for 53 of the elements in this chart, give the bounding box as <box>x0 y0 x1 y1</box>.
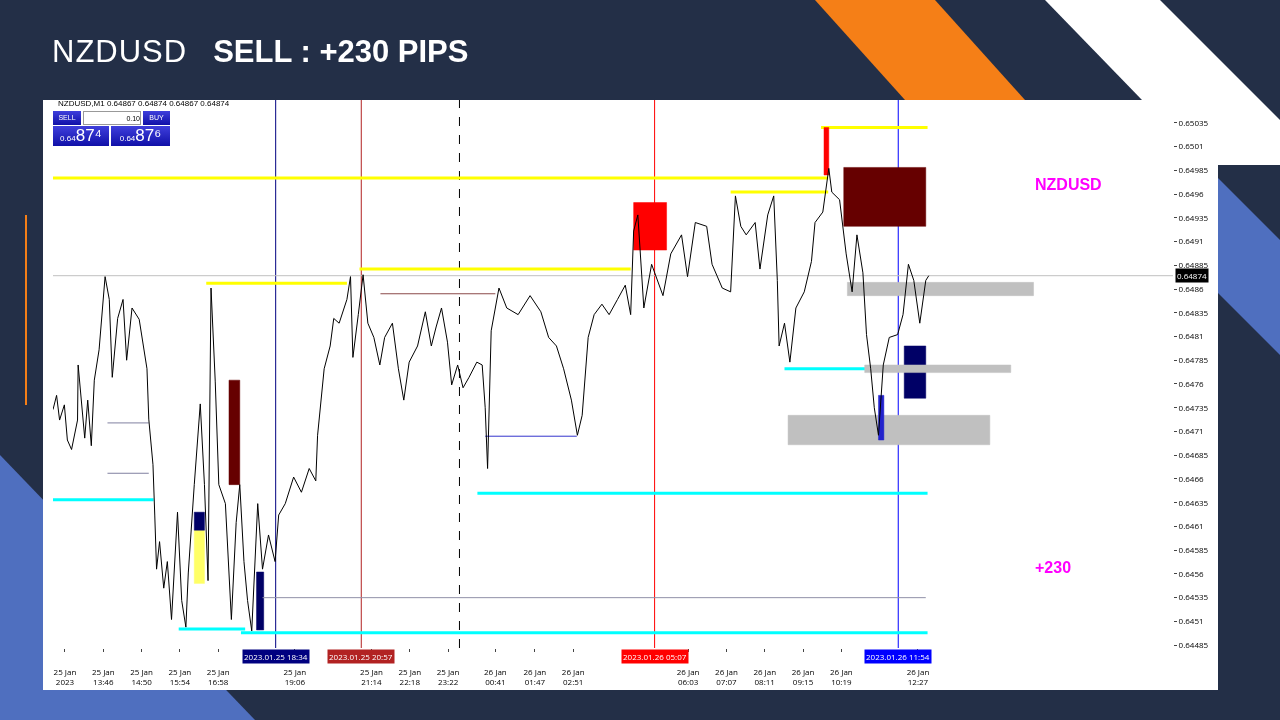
x-tick-label: 26 Jan 00:41 <box>484 665 507 687</box>
y-tick-label: 0.6461 <box>1178 520 1204 532</box>
y-tick-label: 0.64635 <box>1178 496 1209 508</box>
x-tick-label: 25 Jan 16:58 <box>206 665 230 687</box>
y-tick-label: 0.64685 <box>1178 449 1209 460</box>
y-tick-label: 0.64735 <box>1178 401 1209 413</box>
y-tick-label: 0.64885 <box>1178 259 1209 271</box>
y-tick-label: 0.64785 <box>1178 354 1209 366</box>
chart-title: NZDUSD <box>52 34 188 70</box>
y-tick-label: 0.6486 <box>1178 282 1204 294</box>
x-tick-label: 25 Jan 22:18 <box>398 665 422 687</box>
y-tick-label: 0.6456 <box>1178 567 1204 579</box>
x-tick-label: 25 Jan 15:54 <box>168 665 192 687</box>
x-tick-label: 26 Jan 08:11 <box>753 665 777 687</box>
y-tick-label: 0.6476 <box>1178 377 1204 389</box>
x-tick-label: 25 Jan 2023 <box>53 665 77 687</box>
x-tick-label: 26 Jan 07:07 <box>715 665 738 687</box>
y-tick-label: 0.64985 <box>1178 164 1209 176</box>
y-tick-label: 0.6451 <box>1178 615 1204 627</box>
y-tick-label: 0.64535 <box>1178 591 1209 603</box>
x-tick-label: 26 Jan 09:15 <box>791 665 815 687</box>
y-tick-label: 0.6491 <box>1178 235 1204 247</box>
y-tick-label: 0.64835 <box>1178 306 1209 318</box>
y-tick-label: 0.6471 <box>1178 425 1204 437</box>
y-tick-label: 0.64585 <box>1178 543 1209 555</box>
y-tick-label: 0.64935 <box>1178 211 1209 223</box>
y-tick-label: 0.64485 <box>1178 638 1209 650</box>
ref-line-label: 2023.01.26 05:07 <box>623 651 687 662</box>
x-tick-label: 25 Jan 14:50 <box>130 665 154 687</box>
chart-subtitle: SELL : +230 PIPS <box>213 34 469 70</box>
annotation: NZDUSD <box>1035 176 1102 194</box>
ref-line-label: 2023.01.25 18:34 <box>244 651 308 662</box>
x-tick-label: 26 Jan 12:27 <box>906 665 930 687</box>
annotation: 0.6487⁴ <box>60 126 102 145</box>
annotation: 0.6487⁶ <box>119 126 162 145</box>
annotation: +230 <box>1035 559 1072 577</box>
y-tick-label: 0.6496 <box>1178 187 1204 199</box>
x-tick-label: 25 Jan 19:06 <box>283 665 307 687</box>
ref-line-label: 0.64874 <box>1177 270 1207 281</box>
annotation: NZDUSD,M1 0.64867 0.64874 0.64867 0.64874 <box>58 99 230 108</box>
x-tick-label: 25 Jan 21:14 <box>360 665 383 687</box>
ref-line-label: 2023.01.25 20:57 <box>329 651 393 662</box>
y-tick-label: 0.65035 <box>1178 116 1209 128</box>
x-tick-label: 26 Jan 10:19 <box>830 665 853 687</box>
x-tick-label: 25 Jan 23:22 <box>436 665 460 687</box>
x-tick-label: 26 Jan 02:51 <box>561 665 585 687</box>
y-tick-label: 0.6481 <box>1178 330 1204 342</box>
x-tick-label: 25 Jan 13:46 <box>91 665 115 687</box>
x-tick-label: 26 Jan 06:03 <box>676 665 700 687</box>
y-tick-label: 0.6501 <box>1178 140 1204 152</box>
x-tick-label: 26 Jan 01:47 <box>523 665 547 687</box>
ref-line-label: 2023.01.26 11:54 <box>866 651 930 662</box>
y-tick-label: 0.6466 <box>1178 472 1204 484</box>
